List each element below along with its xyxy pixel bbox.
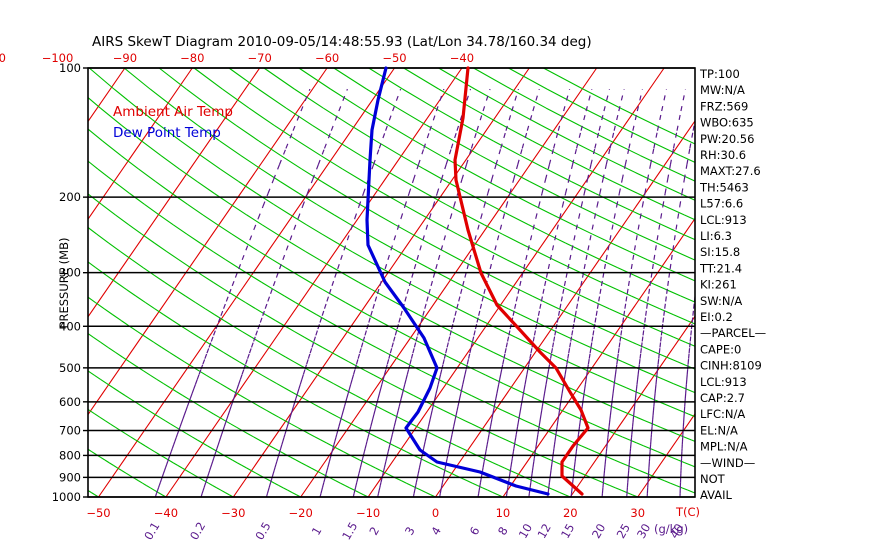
pressure-tick-100: 100: [59, 61, 81, 75]
stat-item-21: LFC:N/A: [700, 407, 745, 421]
pressure-tick-400: 400: [59, 319, 81, 333]
stat-item-23: MPL:N/A: [700, 440, 748, 454]
stat-item-22: EL:N/A: [700, 423, 738, 437]
mixing-tick-6: 6: [467, 524, 483, 537]
mixing-tick-40: 40: [667, 521, 686, 541]
stat-item-13: KI:261: [700, 278, 737, 292]
mixing-ratio-tick-labels: 0.1 0.2 0.5 1 1.5 2 3 4 6 8 10 12 15 20 25 30 40: [141, 520, 686, 543]
mixing-tick-30: 30: [634, 521, 653, 541]
stat-item-17: CAPE:0: [700, 342, 741, 356]
pressure-tick-labels: 100 200 300 400 500 600 700 800 900 1000: [52, 61, 88, 504]
x-axis-title-mixing-ratio: (g/kg): [654, 522, 688, 536]
mixing-tick-1: 1: [309, 524, 325, 537]
mixing-tick-1.5: 1.5: [339, 520, 360, 543]
top-temp-tick--60: −60: [315, 51, 339, 65]
stat-item-11: SI:15.8: [700, 245, 740, 259]
mixing-tick-15: 15: [558, 521, 577, 541]
stat-item-19: LCL:913: [700, 375, 747, 389]
stat-item-24: —WIND—: [700, 456, 755, 470]
stat-item-4: PW:20.56: [700, 132, 754, 146]
bottom-temp-tick--10: −10: [356, 506, 380, 520]
mixing-tick-20: 20: [589, 521, 608, 541]
dry-adiabat-lines: [87, 67, 696, 498]
stat-item-7: TH:5463: [699, 180, 749, 194]
stat-item-0: TP:100: [699, 67, 740, 81]
mixing-tick-0.1: 0.1: [141, 520, 162, 543]
stat-item-9: LCL:913: [700, 213, 747, 227]
mixing-tick-10: 10: [516, 521, 535, 541]
stat-item-10: LI:6.3: [700, 229, 732, 243]
mixing-tick-3: 3: [402, 524, 418, 537]
stat-item-12: TT:21.4: [699, 261, 742, 275]
top-temp-tick--110: −110: [0, 51, 6, 65]
pressure-tick-200: 200: [59, 190, 81, 204]
stat-item-14: SW:N/A: [700, 294, 742, 308]
bottom-temp-tick--30: −30: [221, 506, 245, 520]
bottom-temp-tick-10: 10: [496, 506, 511, 520]
mixing-ratio-lines: [154, 88, 696, 498]
pressure-tick-500: 500: [59, 361, 81, 375]
stat-item-16: —PARCEL—: [700, 326, 766, 340]
stat-item-18: CINH:8109: [700, 359, 762, 373]
pressure-tick-700: 700: [59, 424, 81, 438]
stat-item-8: L57:6.6: [700, 197, 743, 211]
top-temp-tick--40: −40: [450, 51, 474, 65]
bottom-temp-tick--40: −40: [154, 506, 178, 520]
mixing-tick-0.2: 0.2: [187, 520, 208, 543]
stat-item-15: EI:0.2: [700, 310, 733, 324]
stat-item-1: MW:N/A: [700, 83, 745, 97]
bottom-temp-tick-30: 30: [630, 506, 645, 520]
stat-item-26: AVAIL: [700, 488, 733, 502]
stat-item-5: RH:30.6: [700, 148, 746, 162]
top-temperature-tick-labels: −120−110−100−90−80−70−60−50−40: [0, 51, 474, 65]
legend-dew-point-temp: Dew Point Temp: [113, 125, 221, 141]
page-title: AIRS SkewT Diagram 2010-09-05/14:48:55.9…: [92, 34, 592, 50]
bottom-temp-tick--20: −20: [289, 506, 313, 520]
bottom-temperature-tick-labels: −50 −40 −30 −20 −10 0 10 20 30: [86, 506, 645, 520]
plot-frame: [87, 67, 696, 498]
y-axis-title: PRESSURE (MB): [57, 238, 71, 329]
mixing-tick-8: 8: [495, 524, 511, 537]
x-axis-title-temperature: T(C): [675, 505, 700, 519]
top-temp-tick--50: −50: [382, 51, 406, 65]
bottom-temp-tick-0: 0: [432, 506, 439, 520]
legend-ambient-air-temp: Ambient Air Temp: [113, 104, 233, 120]
pressure-tick-1000: 1000: [52, 490, 81, 504]
stat-item-25: NOT: [700, 472, 726, 486]
stat-item-6: MAXT:27.6: [700, 164, 761, 178]
temperature-profile-line: [453, 66, 590, 496]
top-temp-tick--70: −70: [248, 51, 272, 65]
mixing-tick-4: 4: [428, 524, 444, 537]
sounding-profiles: [365, 66, 590, 496]
stats-panel: TP:100 MW:N/A FRZ:569 WBO:635 PW:20.56 RH:30.…: [699, 67, 766, 502]
top-temp-tick--100: −100: [42, 51, 74, 65]
stat-item-20: CAP:2.7: [700, 391, 745, 405]
mixing-tick-2: 2: [366, 524, 382, 537]
top-temp-tick--80: −80: [180, 51, 204, 65]
bottom-temp-tick--50: −50: [86, 506, 110, 520]
pressure-tick-600: 600: [59, 395, 81, 409]
mixing-tick-0.5: 0.5: [252, 520, 273, 543]
stat-item-2: FRZ:569: [700, 99, 748, 113]
stat-item-3: WBO:635: [700, 116, 754, 130]
pressure-tick-800: 800: [59, 448, 81, 462]
mixing-tick-25: 25: [614, 521, 633, 541]
pressure-tick-900: 900: [59, 470, 81, 484]
mixing-tick-12: 12: [534, 521, 553, 541]
top-temp-tick--90: −90: [113, 51, 137, 65]
pressure-tick-300: 300: [59, 266, 81, 280]
dewpoint-profile-line: [365, 66, 550, 496]
bottom-temp-tick-20: 20: [563, 506, 578, 520]
